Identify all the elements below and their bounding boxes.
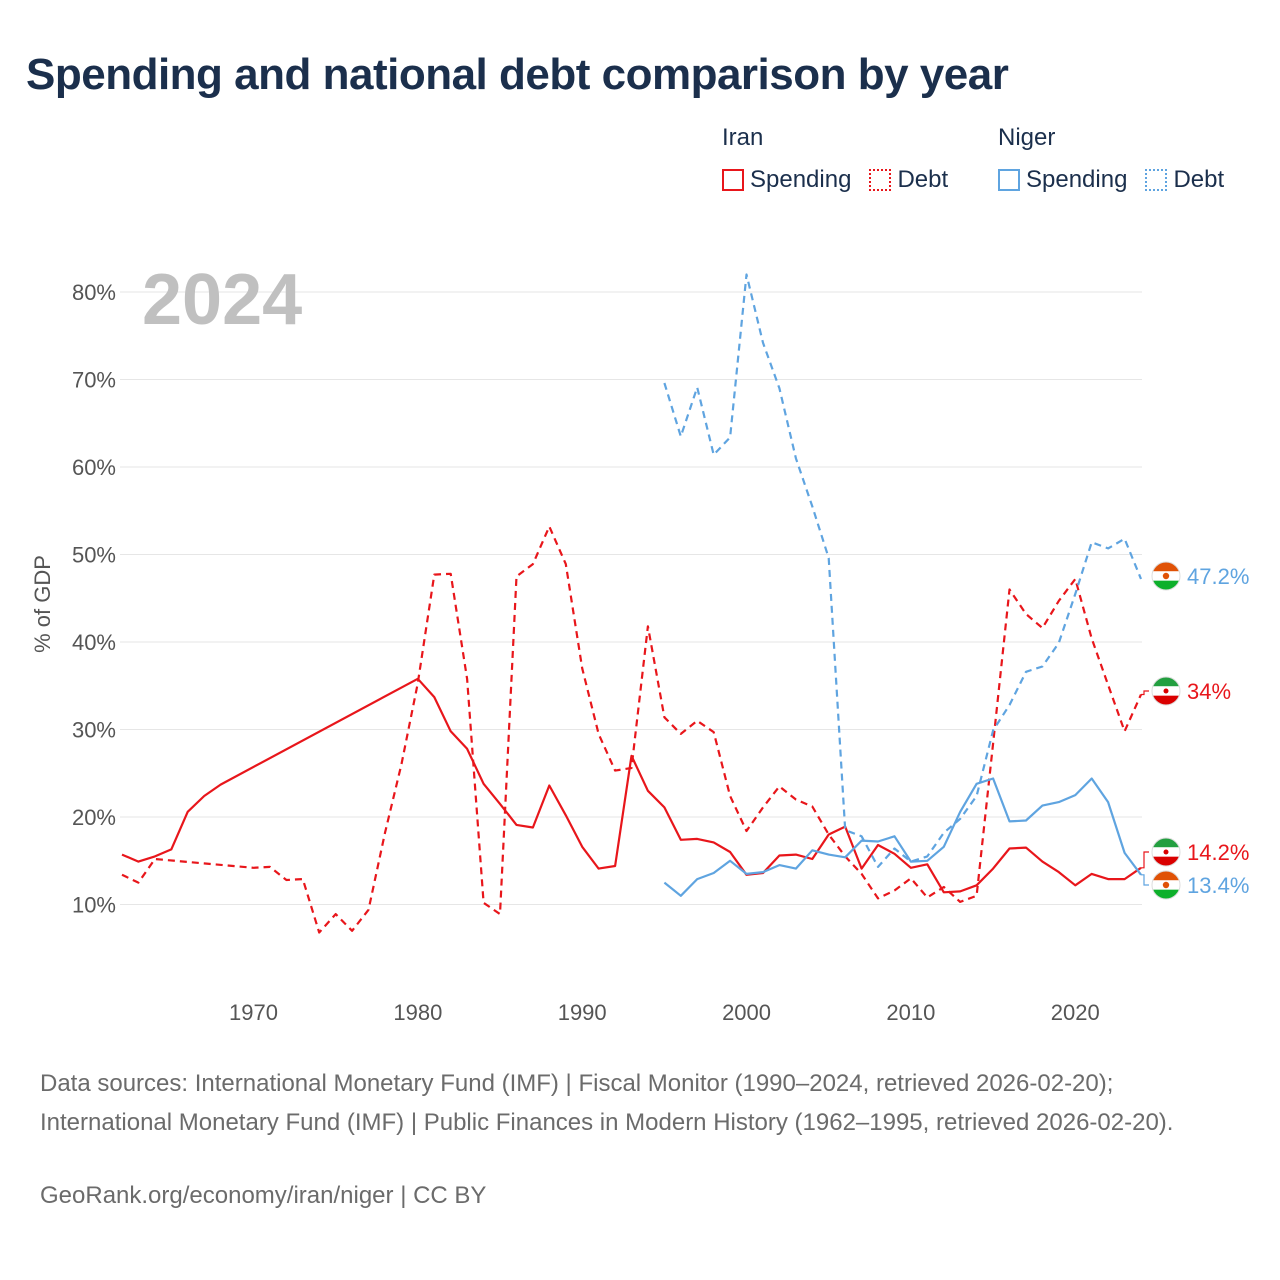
legend-label-niger-spending: Spending — [1026, 166, 1128, 193]
flag-stripes — [1152, 562, 1180, 590]
y-tick-label: 80% — [72, 280, 116, 305]
end-label-niger-spending: 13.4% — [1187, 873, 1249, 898]
flag-emblem — [1163, 849, 1169, 855]
flag-stripes — [1152, 677, 1180, 705]
niger-flag-icon — [1151, 561, 1181, 591]
flag-outline — [1151, 837, 1181, 867]
legend-item-niger-spending[interactable]: Spending — [998, 166, 1127, 194]
data-sources: Data sources: International Monetary Fun… — [40, 1070, 1174, 1136]
flag-stripes — [1152, 871, 1180, 899]
legend-country-niger: Niger — [998, 124, 1056, 151]
end-labels: 14.2% 34% 13.4% 47.2% — [1141, 561, 1249, 900]
x-tick-label: 2020 — [1051, 1000, 1100, 1025]
series-line-niger-spending — [663, 777, 1142, 897]
legend-swatch-niger-spending — [998, 169, 1020, 191]
flag-stripe-orange — [1152, 871, 1180, 881]
flag-stripe-green — [1152, 889, 1180, 899]
flag-outline — [1151, 676, 1181, 706]
x-tick-label: 2010 — [886, 1000, 935, 1025]
leader-line-iran-debt — [1141, 690, 1149, 696]
y-axis-label: % of GDP — [30, 555, 55, 653]
iran-flag-icon — [1151, 676, 1181, 706]
year-label: 2024 — [142, 260, 302, 340]
flag-stripes — [1152, 838, 1180, 866]
flag-outline — [1151, 561, 1181, 591]
end-label-iran-spending: 14.2% — [1187, 840, 1249, 865]
flag-stripe-green — [1152, 838, 1180, 848]
series-lines — [121, 273, 1143, 934]
legend-item-iran-spending[interactable]: Spending — [722, 166, 851, 194]
legend-group-niger: Niger Spending Debt — [998, 124, 1224, 194]
y-tick-label: 20% — [72, 805, 116, 830]
legend-swatch-iran-spending — [722, 169, 744, 191]
y-tick-label: 30% — [72, 718, 116, 743]
iran-flag-icon — [1151, 837, 1181, 867]
flag-stripe-red — [1152, 856, 1180, 866]
flag-stripe-green — [1152, 677, 1180, 687]
legend-label-niger-debt: Debt — [1173, 166, 1225, 193]
y-tick-label: 60% — [72, 455, 116, 480]
y-tick-label: 10% — [72, 893, 116, 918]
flag-stripe-orange — [1152, 562, 1180, 572]
legend-group-iran: Iran Spending Debt — [722, 124, 966, 194]
y-axis-ticks: 10% 20% 30% 40% 50% 60% 70% 80% — [72, 280, 116, 918]
chart-title: Spending and national debt comparison by… — [26, 50, 1009, 99]
series-line-iran-debt — [121, 525, 1143, 934]
series-line-niger-debt — [663, 273, 1143, 869]
x-axis-ticks: 1970 1980 1990 2000 2010 2020 — [229, 1000, 1100, 1025]
legend-label-iran-debt: Debt — [897, 166, 949, 193]
y-tick-label: 70% — [72, 368, 116, 393]
flag-sun — [1162, 881, 1170, 889]
flag-stripe-green — [1152, 580, 1180, 590]
legend-swatch-niger-debt — [1145, 169, 1168, 191]
legend-item-niger-debt[interactable]: Debt — [1145, 166, 1224, 194]
legend-swatch-iran-debt — [869, 169, 892, 191]
flag-emblem — [1163, 688, 1169, 694]
legend-label-iran-spending: Spending — [750, 166, 852, 193]
line-chart: 10% 20% 30% 40% 50% 60% 70% 80% 1970 1980 1990 200… — [30, 260, 1249, 1025]
end-label-iran-debt: 34% — [1187, 679, 1231, 704]
y-tick-label: 50% — [72, 543, 116, 568]
x-tick-label: 1970 — [229, 1000, 278, 1025]
x-tick-label: 1990 — [558, 1000, 607, 1025]
end-label-niger-debt: 47.2% — [1187, 564, 1249, 589]
leader-line-niger-spending — [1141, 874, 1149, 886]
gridlines — [120, 291, 1142, 905]
flag-sun — [1162, 572, 1170, 580]
flag-stripe-red — [1152, 695, 1180, 705]
leader-line-iran-spending — [1141, 851, 1149, 869]
flag-outline — [1151, 870, 1181, 900]
niger-flag-icon — [1151, 870, 1181, 900]
x-tick-label: 1980 — [393, 1000, 442, 1025]
legend-item-iran-debt[interactable]: Debt — [869, 166, 948, 194]
series-line-iran-spending — [121, 677, 1142, 894]
credit-link[interactable]: GeoRank.org/economy/iran/niger | CC BY — [40, 1182, 487, 1209]
y-tick-label: 40% — [72, 630, 116, 655]
legend-country-iran: Iran — [722, 124, 764, 151]
x-tick-label: 2000 — [722, 1000, 771, 1025]
